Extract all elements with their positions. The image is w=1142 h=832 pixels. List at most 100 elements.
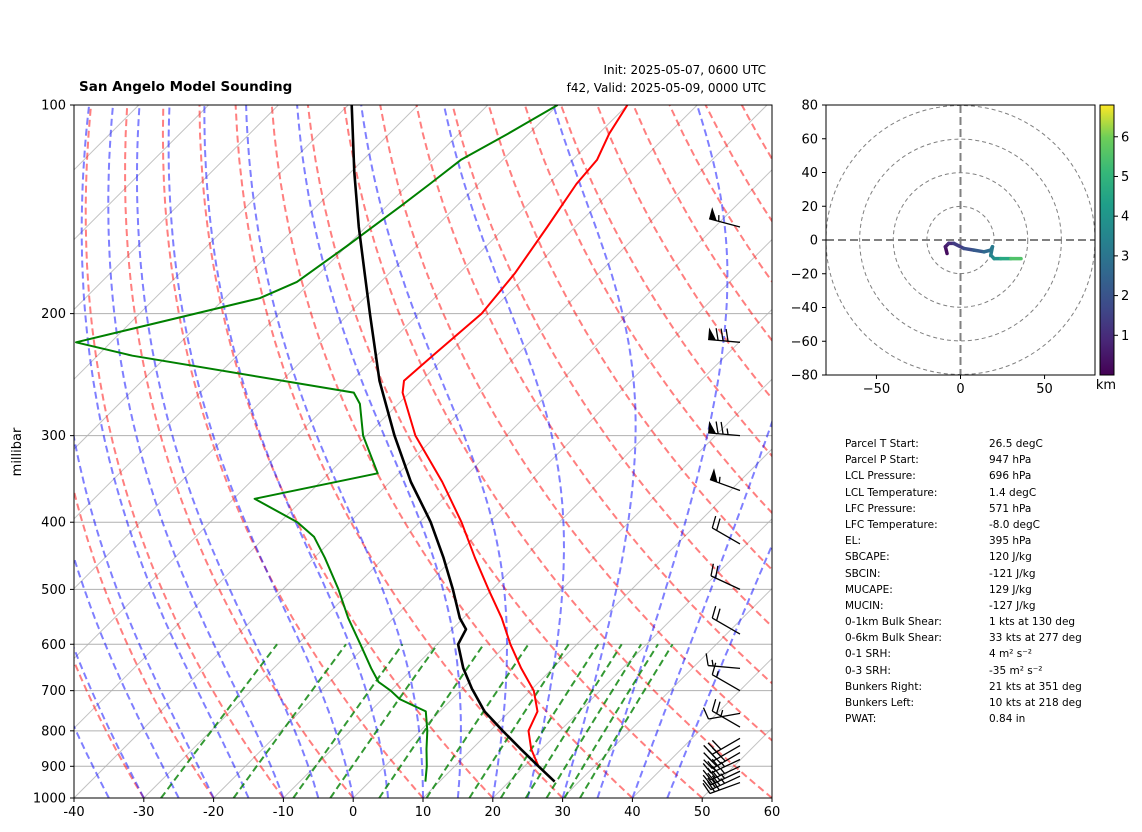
dry-adiabat bbox=[234, 105, 564, 798]
colorbar-tick-label: 5 bbox=[1121, 170, 1129, 185]
dry-adiabat bbox=[814, 105, 1142, 798]
wind-barb bbox=[711, 605, 741, 635]
parameter-value: -8.0 degC bbox=[989, 518, 1040, 531]
parameter-label: LFC Pressure: bbox=[845, 502, 916, 515]
isotherm bbox=[632, 657, 772, 798]
isotherm bbox=[143, 169, 772, 798]
moist-adiabat bbox=[74, 645, 145, 798]
dry-adiabat bbox=[270, 105, 634, 798]
isotherm bbox=[74, 105, 419, 450]
parameter-label: MUCIN: bbox=[845, 599, 884, 612]
moist-adiabat bbox=[596, 105, 729, 798]
isotherm bbox=[701, 727, 772, 798]
moist-adiabat bbox=[203, 105, 390, 798]
parameter-value: 10 kts at 218 deg bbox=[989, 697, 1082, 709]
y-tick-label: 400 bbox=[41, 516, 66, 531]
isotherm bbox=[74, 105, 349, 380]
moist-adiabat bbox=[631, 419, 772, 798]
mixing-ratio-line bbox=[425, 643, 530, 798]
parameter-value: -35 m² s⁻² bbox=[989, 664, 1043, 677]
wind-barb bbox=[708, 327, 741, 343]
hodo-y-tick-label: −40 bbox=[791, 301, 818, 316]
hodo-y-tick-label: −60 bbox=[791, 335, 818, 350]
dry-adiabat bbox=[668, 105, 772, 284]
isotherm bbox=[562, 587, 772, 798]
mixing-ratio-line bbox=[563, 643, 659, 798]
wind-barb bbox=[711, 662, 741, 692]
parameter-label: 0-1km Bulk Shear: bbox=[845, 616, 942, 629]
dry-adiabat bbox=[704, 105, 772, 223]
x-tick-label: 10 bbox=[415, 805, 432, 820]
dry-adiabat bbox=[74, 487, 215, 798]
dry-adiabat bbox=[959, 105, 1142, 798]
moist-adiabat bbox=[136, 105, 320, 798]
parameter-value: 33 kts at 277 deg bbox=[989, 632, 1082, 645]
y-tick-label: 100 bbox=[41, 99, 66, 114]
mixing-ratio-line bbox=[160, 643, 278, 798]
dry-adiabat bbox=[523, 105, 772, 515]
x-tick-label: -30 bbox=[133, 805, 154, 820]
dry-adiabat bbox=[560, 105, 772, 458]
mixing-ratio-line bbox=[292, 643, 404, 798]
parameter-label: SBCIN: bbox=[845, 567, 881, 580]
parameter-value: 21 kts at 351 deg bbox=[989, 680, 1082, 693]
wind-barb bbox=[708, 207, 741, 228]
wind-barb bbox=[709, 468, 741, 492]
wind-barb bbox=[705, 653, 741, 669]
x-tick-label: 40 bbox=[624, 805, 641, 820]
isotherm bbox=[283, 308, 772, 798]
isotherm bbox=[74, 105, 558, 590]
isotherm bbox=[74, 105, 698, 729]
dry-adiabat bbox=[74, 658, 145, 798]
hodo-x-tick-label: −50 bbox=[863, 382, 890, 397]
moist-adiabat bbox=[80, 105, 250, 798]
chart-title: San Angelo Model Sounding bbox=[79, 79, 293, 95]
dewpoint-profile bbox=[75, 105, 559, 782]
parcel-profile bbox=[350, 105, 556, 783]
wind-barb bbox=[702, 707, 741, 720]
parameter-label: Parcel T Start: bbox=[845, 438, 919, 450]
isotherm bbox=[74, 105, 628, 660]
valid-time-block: Init: 2025-05-07, 0600 UTC f42, Valid: 2… bbox=[567, 62, 766, 97]
y-tick-label: 600 bbox=[41, 638, 66, 653]
temperature-profile bbox=[401, 105, 629, 783]
dry-adiabat bbox=[124, 105, 354, 798]
y-tick-label: 200 bbox=[41, 307, 66, 322]
wind-barb bbox=[711, 698, 741, 728]
wind-barb bbox=[702, 779, 741, 795]
mixing-ratio-line bbox=[545, 643, 643, 798]
wind-barb bbox=[703, 744, 741, 763]
y-tick-label: 1000 bbox=[33, 792, 66, 807]
colorbar-tick-label: 1 bbox=[1121, 329, 1129, 344]
parameter-label: 0-1 SRH: bbox=[845, 648, 891, 661]
moist-adiabat bbox=[245, 105, 424, 798]
hodo-y-tick-label: 0 bbox=[810, 234, 818, 249]
mixing-ratio-line bbox=[378, 643, 485, 798]
x-tick-label: -20 bbox=[203, 805, 224, 820]
parameter-label: PWAT: bbox=[845, 713, 877, 726]
parameter-value: 395 hPa bbox=[989, 535, 1032, 548]
init-time: Init: 2025-05-07, 0600 UTC bbox=[603, 63, 766, 77]
parameter-value: 129 J/kg bbox=[989, 583, 1032, 596]
parameter-label: Bunkers Right: bbox=[845, 680, 922, 693]
parameter-value: 571 hPa bbox=[989, 502, 1032, 515]
parameter-value: 120 J/kg bbox=[989, 551, 1032, 564]
y-tick-label: 800 bbox=[41, 724, 66, 739]
dry-adiabat bbox=[379, 105, 772, 742]
dry-adiabat bbox=[487, 105, 772, 572]
wind-barb bbox=[703, 737, 741, 755]
mixing-ratio-line bbox=[329, 643, 439, 798]
x-tick-label: 50 bbox=[694, 805, 711, 820]
moist-adiabat bbox=[167, 105, 355, 798]
parameter-label: EL: bbox=[845, 535, 862, 548]
hodo-y-tick-label: 60 bbox=[801, 132, 818, 147]
x-tick-label: 0 bbox=[349, 805, 357, 820]
parameter-value: 1.4 degC bbox=[989, 486, 1037, 499]
mixing-ratio-line bbox=[232, 643, 347, 798]
parameter-value: -121 J/kg bbox=[989, 567, 1036, 580]
valid-time: f42, Valid: 2025-05-09, 0000 UTC bbox=[566, 80, 766, 95]
x-tick-label: 30 bbox=[554, 805, 571, 820]
colorbar-tick-label: 2 bbox=[1121, 289, 1129, 304]
dry-adiabat bbox=[306, 105, 703, 798]
